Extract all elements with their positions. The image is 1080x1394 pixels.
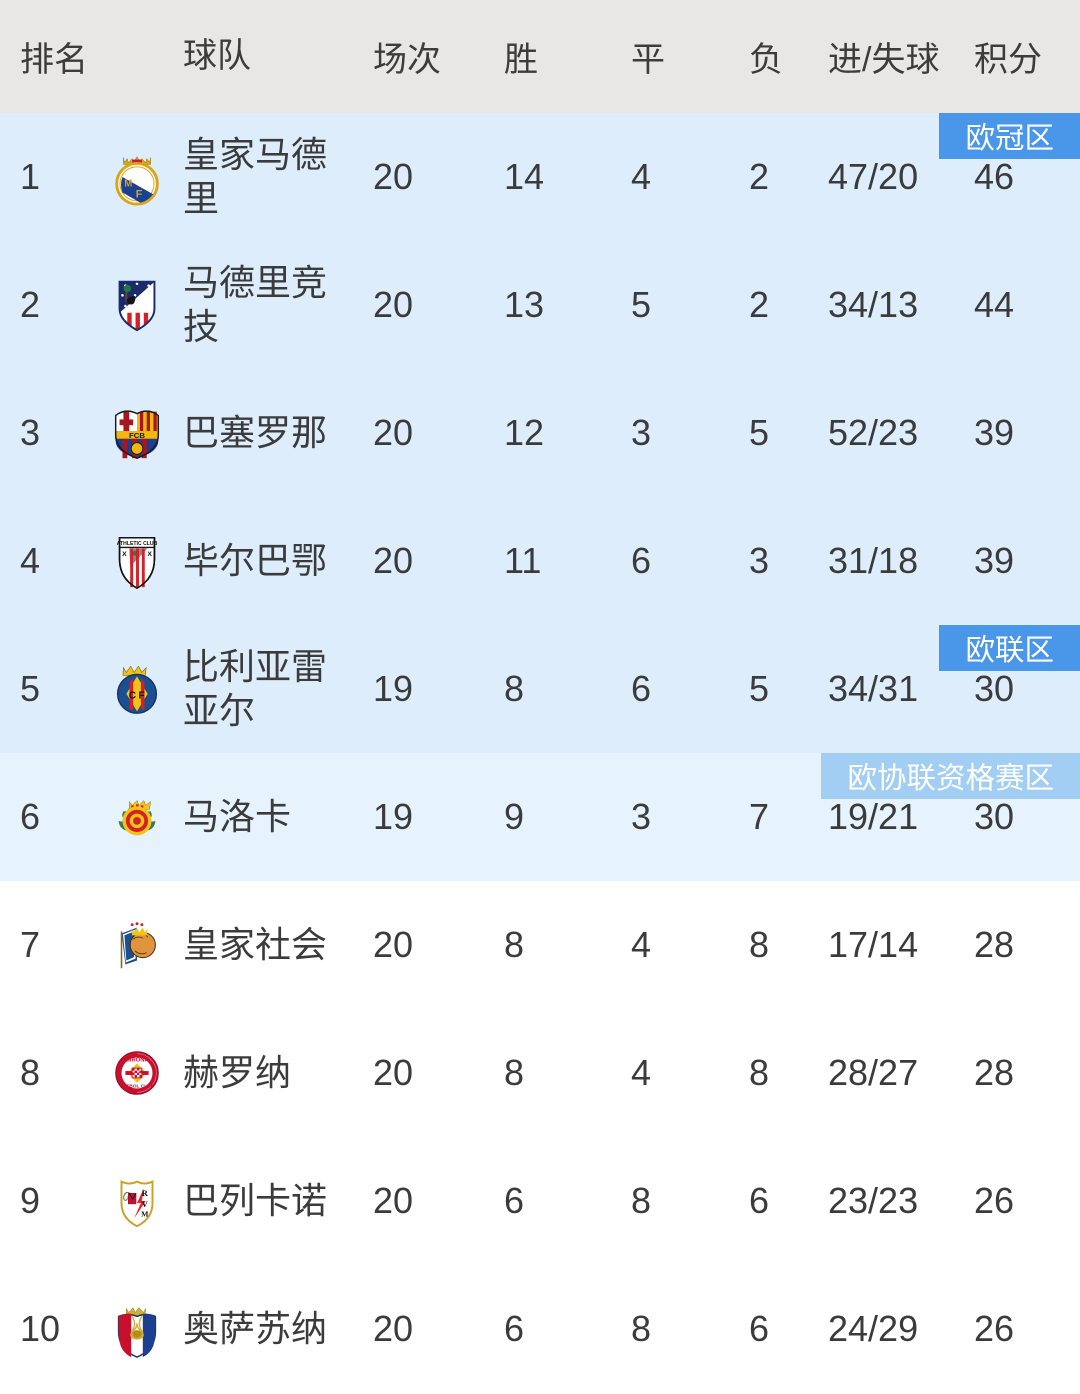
svg-text:FCB: FCB bbox=[129, 431, 145, 440]
svg-text:X: X bbox=[147, 551, 152, 558]
svg-text:ATHLETIC CLUB: ATHLETIC CLUB bbox=[116, 541, 157, 547]
svg-text:F: F bbox=[138, 691, 144, 702]
svg-text:GIRONA: GIRONA bbox=[125, 1057, 149, 1063]
svg-text:M: M bbox=[124, 179, 132, 190]
svg-text:V: V bbox=[141, 1199, 148, 1209]
svg-text:FUTBOL CLUB: FUTBOL CLUB bbox=[119, 1084, 154, 1090]
svg-text:X: X bbox=[122, 551, 127, 558]
svg-text:M: M bbox=[141, 1210, 149, 1219]
svg-text:F: F bbox=[135, 188, 142, 200]
svg-text:C: C bbox=[128, 691, 136, 702]
svg-text:R: R bbox=[141, 1188, 148, 1198]
